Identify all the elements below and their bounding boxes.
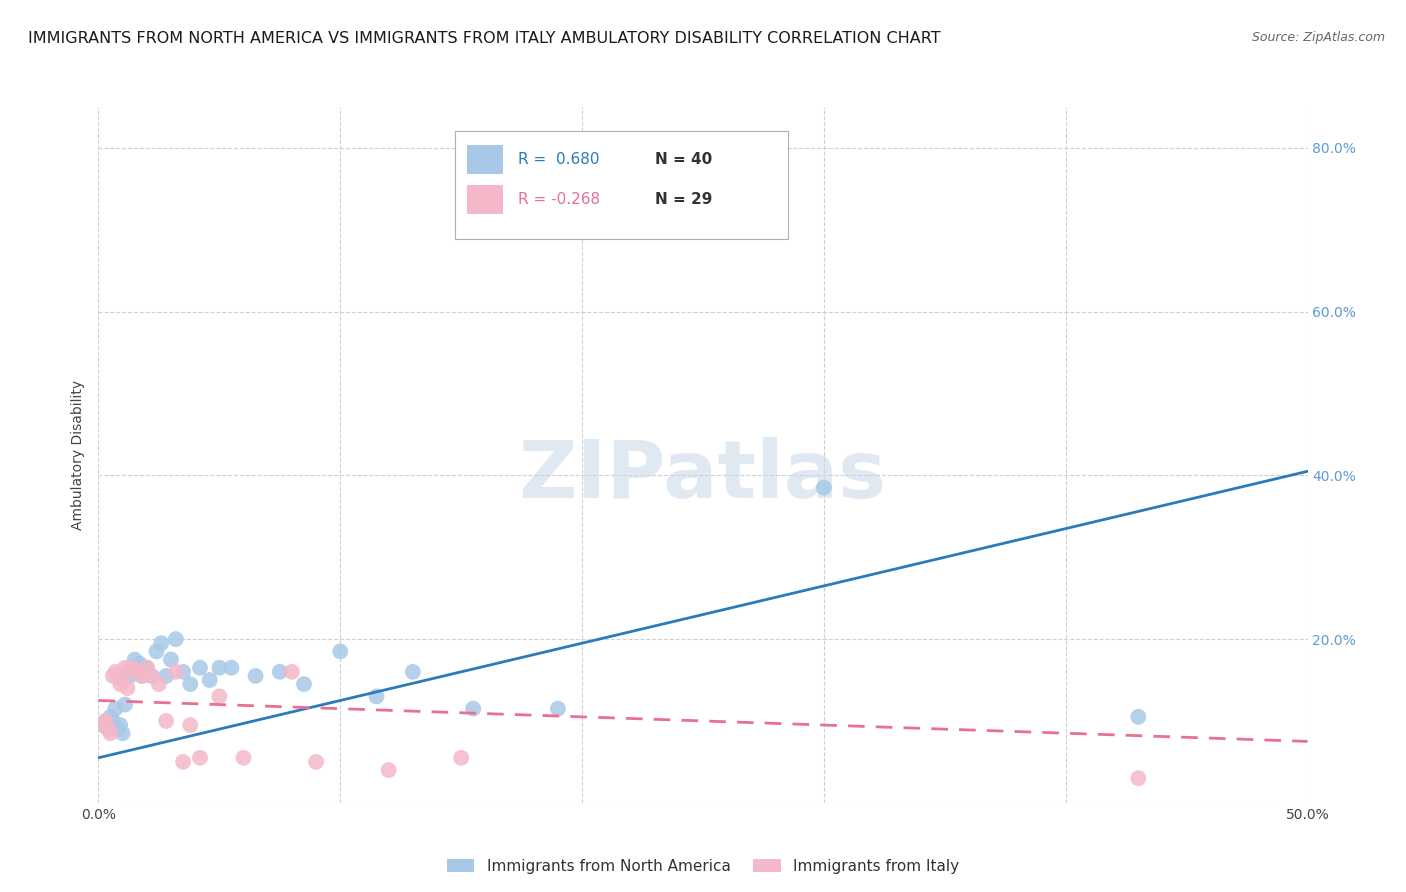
Point bbox=[111, 673, 134, 687]
Point bbox=[97, 714, 120, 728]
Text: Source: ZipAtlas.com: Source: ZipAtlas.com bbox=[1251, 31, 1385, 45]
Point bbox=[402, 665, 425, 679]
Legend: Immigrants from North America, Immigrants from Italy: Immigrants from North America, Immigrant… bbox=[440, 853, 966, 880]
FancyBboxPatch shape bbox=[456, 131, 787, 239]
Point bbox=[108, 718, 131, 732]
Point bbox=[117, 665, 139, 679]
Bar bbox=[467, 185, 503, 214]
Point bbox=[232, 751, 254, 765]
Point bbox=[118, 669, 141, 683]
Point bbox=[135, 661, 157, 675]
Point bbox=[100, 710, 122, 724]
Point bbox=[463, 701, 485, 715]
Text: R =  0.680: R = 0.680 bbox=[517, 152, 599, 167]
Point bbox=[108, 677, 131, 691]
Point bbox=[450, 751, 472, 765]
Point bbox=[148, 677, 170, 691]
Point bbox=[179, 718, 201, 732]
Bar bbox=[467, 145, 503, 174]
Text: ZIPatlas: ZIPatlas bbox=[519, 437, 887, 515]
Point bbox=[117, 681, 139, 696]
Point bbox=[97, 722, 120, 736]
Text: IMMIGRANTS FROM NORTH AMERICA VS IMMIGRANTS FROM ITALY AMBULATORY DISABILITY COR: IMMIGRANTS FROM NORTH AMERICA VS IMMIGRA… bbox=[28, 31, 941, 46]
Point bbox=[155, 669, 177, 683]
Text: R = -0.268: R = -0.268 bbox=[517, 192, 600, 207]
Point bbox=[269, 665, 291, 679]
Point bbox=[101, 714, 124, 728]
Point bbox=[100, 726, 122, 740]
Point bbox=[165, 665, 187, 679]
Point bbox=[245, 669, 267, 683]
Point bbox=[141, 669, 163, 683]
Point bbox=[107, 669, 129, 683]
Point bbox=[221, 661, 243, 675]
Point bbox=[104, 665, 127, 679]
Point bbox=[94, 714, 117, 728]
Point bbox=[281, 665, 304, 679]
Y-axis label: Ambulatory Disability: Ambulatory Disability bbox=[72, 380, 86, 530]
Point bbox=[179, 677, 201, 691]
Point bbox=[131, 669, 153, 683]
Text: N = 29: N = 29 bbox=[655, 192, 711, 207]
Point bbox=[127, 665, 149, 679]
Point bbox=[131, 669, 153, 683]
Point bbox=[292, 677, 315, 691]
Point bbox=[107, 722, 129, 736]
Point bbox=[145, 644, 167, 658]
Point bbox=[124, 652, 146, 666]
Point bbox=[172, 755, 194, 769]
Point bbox=[1128, 771, 1150, 785]
Point bbox=[114, 661, 136, 675]
Point bbox=[377, 763, 399, 777]
Point bbox=[155, 714, 177, 728]
Point bbox=[1128, 710, 1150, 724]
Point bbox=[135, 661, 157, 675]
Point bbox=[172, 665, 194, 679]
Point bbox=[111, 726, 134, 740]
Point bbox=[121, 661, 143, 675]
Point bbox=[114, 698, 136, 712]
Point bbox=[305, 755, 328, 769]
Point bbox=[128, 657, 150, 671]
Text: N = 40: N = 40 bbox=[655, 152, 711, 167]
Point bbox=[366, 690, 388, 704]
Point bbox=[329, 644, 352, 658]
Point bbox=[141, 669, 163, 683]
Point bbox=[101, 669, 124, 683]
Point bbox=[813, 481, 835, 495]
Point bbox=[104, 701, 127, 715]
Point bbox=[208, 690, 231, 704]
Point bbox=[127, 661, 149, 675]
Point bbox=[91, 718, 114, 732]
Point bbox=[94, 714, 117, 728]
Point bbox=[165, 632, 187, 646]
Point bbox=[91, 718, 114, 732]
Point bbox=[188, 751, 211, 765]
Point bbox=[150, 636, 173, 650]
Point bbox=[160, 652, 183, 666]
Point bbox=[121, 661, 143, 675]
Point bbox=[208, 661, 231, 675]
Point bbox=[198, 673, 221, 687]
Point bbox=[547, 701, 569, 715]
Point bbox=[188, 661, 211, 675]
